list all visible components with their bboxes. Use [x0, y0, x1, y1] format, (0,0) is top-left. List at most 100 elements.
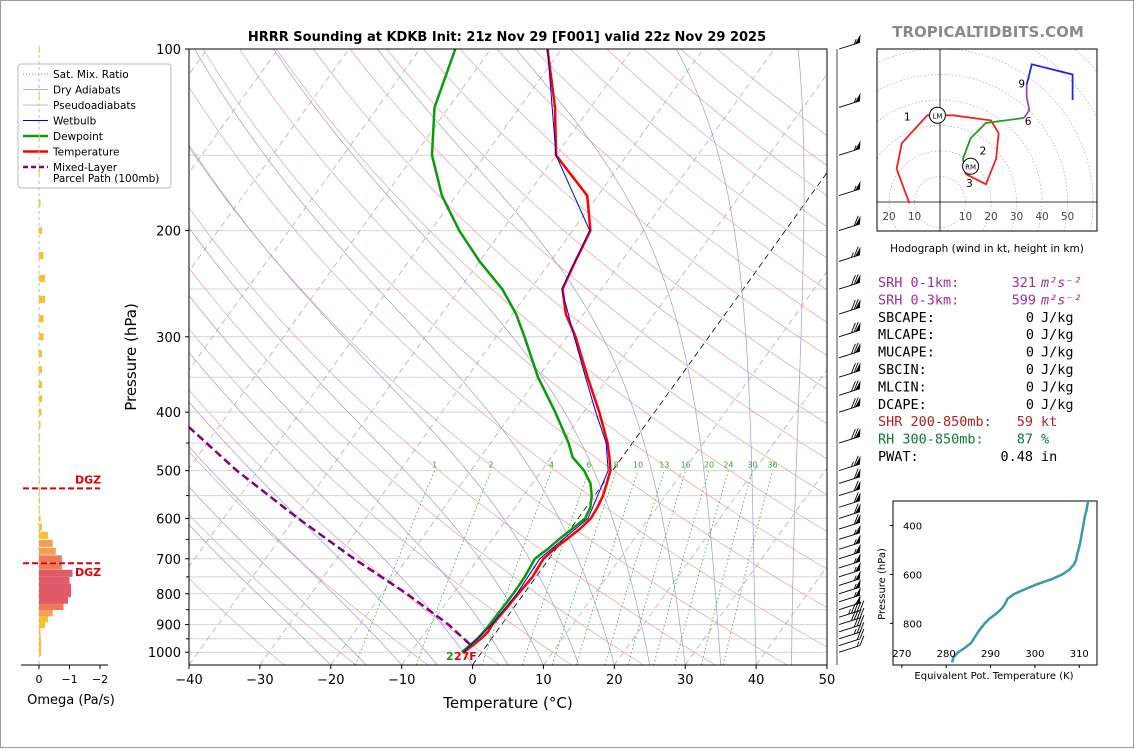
omega-bar [39, 562, 62, 570]
wind-barbs [836, 34, 865, 665]
parameter-label: MLCAPE: [878, 327, 935, 343]
skewt-ylabel: Pressure (hPa) [122, 303, 140, 411]
parameter-label: MUCAPE: [878, 345, 935, 361]
x-tick-label: −20 [317, 673, 344, 688]
omega-bar [39, 366, 43, 374]
wind-barb [838, 299, 861, 315]
hodograph-tick-label: 10 [959, 211, 972, 223]
mixing-ratio-line [604, 470, 665, 665]
wind-barb [838, 246, 861, 262]
omega-bar [39, 350, 43, 358]
y-tick-label: 100 [156, 43, 181, 58]
theta-e-ylabel: Pressure (hPa) [877, 548, 888, 620]
theta-e-x-tick-label: 310 [1070, 649, 1089, 660]
profile-temperature [463, 49, 612, 654]
hodograph-segment [1023, 84, 1031, 119]
dry-adiabat [189, 86, 827, 648]
parameter-value: 0 [1026, 397, 1034, 413]
omega-tick-label: 0 [36, 673, 43, 686]
wind-barb [838, 180, 861, 197]
theta-e-x-tick-label: 290 [981, 649, 1000, 660]
wind-barb [838, 140, 861, 156]
parameter-unit: J/kg [1041, 327, 1074, 343]
theta-e-y-tick-label: 600 [903, 570, 922, 581]
dry-adiabat [189, 328, 572, 665]
mixing-ratio-line [674, 470, 729, 665]
parameter-value: 0 [1026, 345, 1034, 361]
omega-bar [39, 569, 73, 577]
parameter-label: PWAT: [878, 449, 919, 465]
parameter-unit: % [1041, 432, 1049, 448]
omega-bar [39, 445, 40, 453]
y-tick-label: 400 [156, 406, 181, 421]
mixing-ratio-label: 13 [659, 461, 669, 470]
isotherm [189, 49, 633, 665]
wind-barb [838, 524, 861, 540]
parameter-unit: m²s⁻² [1040, 292, 1082, 308]
theta-e-x-tick-label: 270 [892, 649, 911, 660]
mixing-ratio-line [627, 470, 687, 665]
isotherm [189, 49, 562, 568]
moist-adiabat [189, 294, 509, 665]
y-tick-label: 1000 [148, 646, 181, 661]
hodograph-tick-label: 50 [1061, 211, 1074, 223]
hodograph-tick-label: 10 [908, 211, 921, 223]
wind-barb [838, 562, 861, 578]
theta-e-x-tick-label: 300 [1025, 649, 1044, 660]
omega-bar [39, 583, 72, 591]
legend-label: Parcel Path (100mb) [53, 173, 159, 185]
omega-bar [39, 531, 49, 539]
isotherm [259, 49, 704, 665]
omega-tick-label: −2 [92, 673, 108, 686]
parameter-label: SBCAPE: [878, 310, 935, 326]
x-tick-label: 40 [748, 673, 765, 688]
parameter-label: MLCIN: [878, 379, 927, 395]
omega-bar [39, 506, 40, 514]
mixing-ratio-line [722, 470, 773, 665]
omega-bar [39, 395, 43, 403]
hodograph-height-label: 3 [966, 178, 973, 190]
omega-bar [39, 496, 40, 504]
y-tick-label: 500 [156, 465, 181, 480]
parameter-unit: J/kg [1041, 345, 1074, 361]
mixing-ratio-line [415, 470, 492, 665]
omega-bar [39, 168, 40, 176]
parameter-unit: J/kg [1041, 379, 1074, 395]
omega-bar [39, 333, 44, 341]
legend-label: Wetbulb [53, 116, 97, 128]
dry-adiabat [189, 451, 429, 665]
hodograph-tick-label: 40 [1035, 211, 1048, 223]
x-tick-label: −40 [175, 673, 202, 688]
hodograph-segment [895, 114, 1000, 204]
parameter-label: SRH 0-1km: [878, 275, 959, 291]
dry-adiabat [496, 49, 827, 323]
hodograph-caption: Hodograph (wind in kt, height in km) [890, 243, 1084, 255]
mixing-ratio-line [481, 470, 552, 665]
wind-barb [838, 635, 865, 653]
parameter-value: 0 [1026, 379, 1034, 395]
omega-panel: 0 −1 −2 DGZ DGZ [21, 45, 108, 686]
parameter-value: 599 [1012, 292, 1036, 308]
omega-bar [39, 590, 72, 598]
omega-bar [39, 539, 53, 547]
skewt-xlabel: Temperature (°C) [442, 694, 572, 712]
y-tick-label: 300 [156, 331, 181, 346]
omega-bar [39, 477, 40, 485]
parameter-value: 321 [1012, 275, 1036, 291]
dry-adiabat [423, 49, 827, 390]
wind-barb [838, 503, 861, 519]
theta-e-frame [892, 500, 1098, 666]
parameter-unit: kt [1041, 414, 1057, 430]
omega-bar [39, 609, 53, 617]
moist-adiabat [189, 524, 332, 665]
theta-e-x-tick-label: 280 [937, 649, 956, 660]
hodograph-labels: 20 10 10 20 30 40 50 1 2 3 6 9 LM RM [882, 79, 1074, 223]
skewt-frame [188, 48, 828, 666]
mixing-ratio-line [522, 470, 590, 665]
parameter-label: SRH 0-3km: [878, 292, 959, 308]
x-tick-label: −10 [388, 673, 415, 688]
wind-barb [838, 492, 861, 508]
storm-motion-marker [962, 157, 980, 175]
